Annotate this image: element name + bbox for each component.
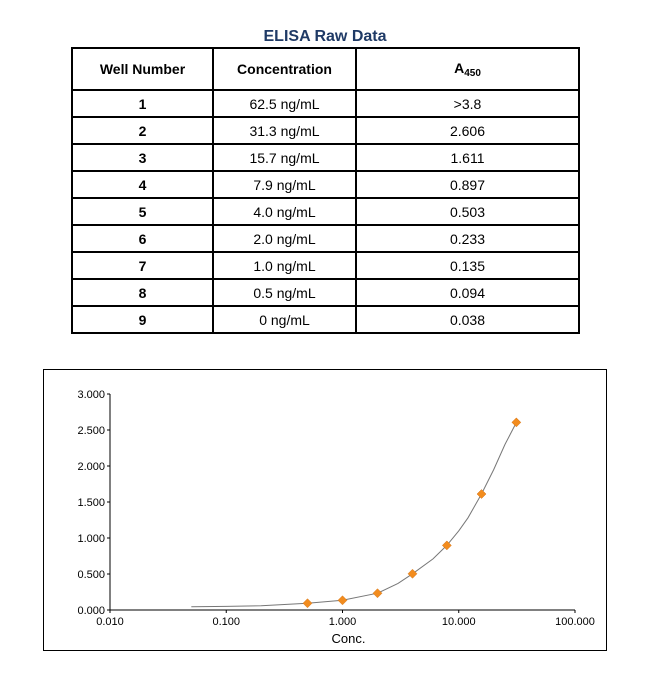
table-row: 2 31.3 ng/mL 2.606 [71,116,580,145]
cell-absorbance: 0.038 [355,305,580,334]
cell-well-number: 3 [71,143,214,172]
cell-concentration: 0.5 ng/mL [212,278,357,307]
table-row: 5 4.0 ng/mL 0.503 [71,197,580,226]
elisa-data-table: Well Number Concentration A450 1 62.5 ng/… [71,47,580,334]
x-tick-label: 0.100 [212,616,240,628]
fit-curve-line [191,422,517,608]
data-point [337,595,348,606]
cell-concentration: 1.0 ng/mL [212,251,357,280]
header-absorbance-subscript: 450 [464,67,481,79]
cell-absorbance: 0.135 [355,251,580,280]
cell-well-number: 8 [71,278,214,307]
table-row: 6 2.0 ng/mL 0.233 [71,224,580,253]
cell-absorbance: 0.233 [355,224,580,253]
cell-concentration: 62.5 ng/mL [212,89,357,118]
cell-well-number: 2 [71,116,214,145]
table-row: 3 15.7 ng/mL 1.611 [71,143,580,172]
data-point [511,417,522,428]
header-concentration: Concentration [212,47,357,91]
cell-well-number: 5 [71,197,214,226]
cell-well-number: 6 [71,224,214,253]
x-tick-label: 1.000 [329,616,357,628]
table-row: 1 62.5 ng/mL >3.8 [71,89,580,118]
table-row: 4 7.9 ng/mL 0.897 [71,170,580,199]
table-title: ELISA Raw Data [263,28,387,45]
table-header-row: Well Number Concentration A450 [71,47,580,91]
y-tick-label: 1.500 [77,497,105,509]
header-absorbance-label: A [454,59,465,76]
cell-concentration: 7.9 ng/mL [212,170,357,199]
cell-concentration: 15.7 ng/mL [212,143,357,172]
standard-curve-chart: 0.000 0.500 1.000 1.500 2.000 2.500 3.000 0.010… [43,369,607,651]
table-row: 8 0.5 ng/mL 0.094 [71,278,580,307]
x-tick-label: 10.000 [442,616,476,628]
y-tick-label: 1.000 [77,533,105,545]
cell-concentration: 31.3 ng/mL [212,116,357,145]
data-point [372,588,383,599]
table-row: 7 1.0 ng/mL 0.135 [71,251,580,280]
cell-absorbance: 0.897 [355,170,580,199]
y-tick-label: 2.500 [77,425,105,437]
cell-concentration: 2.0 ng/mL [212,224,357,253]
cell-well-number: 4 [71,170,214,199]
header-absorbance: A450 [355,47,580,91]
y-tick-label: 0.500 [77,569,105,581]
cell-absorbance: >3.8 [355,89,580,118]
x-tick-label: 0.010 [96,616,124,628]
cell-absorbance: 0.094 [355,278,580,307]
data-point [407,568,418,579]
cell-absorbance: 2.606 [355,116,580,145]
x-tick-label: 100.000 [555,616,595,628]
cell-well-number: 9 [71,305,214,334]
cell-well-number: 1 [71,89,214,118]
cell-absorbance: 0.503 [355,197,580,226]
data-point [476,489,487,499]
cell-well-number: 7 [71,251,214,280]
y-tick-label: 0.000 [77,605,105,617]
chart-svg: 0.000 0.500 1.000 1.500 2.000 2.500 3.000 0.010… [77,389,595,646]
data-point [302,598,313,609]
cell-concentration: 4.0 ng/mL [212,197,357,226]
y-tick-label: 2.000 [77,461,105,473]
cell-absorbance: 1.611 [355,143,580,172]
cell-concentration: 0 ng/mL [212,305,357,334]
header-well-number: Well Number [71,47,214,91]
x-axis-label: Conc. [332,631,366,646]
y-tick-label: 3.000 [77,389,105,401]
data-point [441,540,452,551]
